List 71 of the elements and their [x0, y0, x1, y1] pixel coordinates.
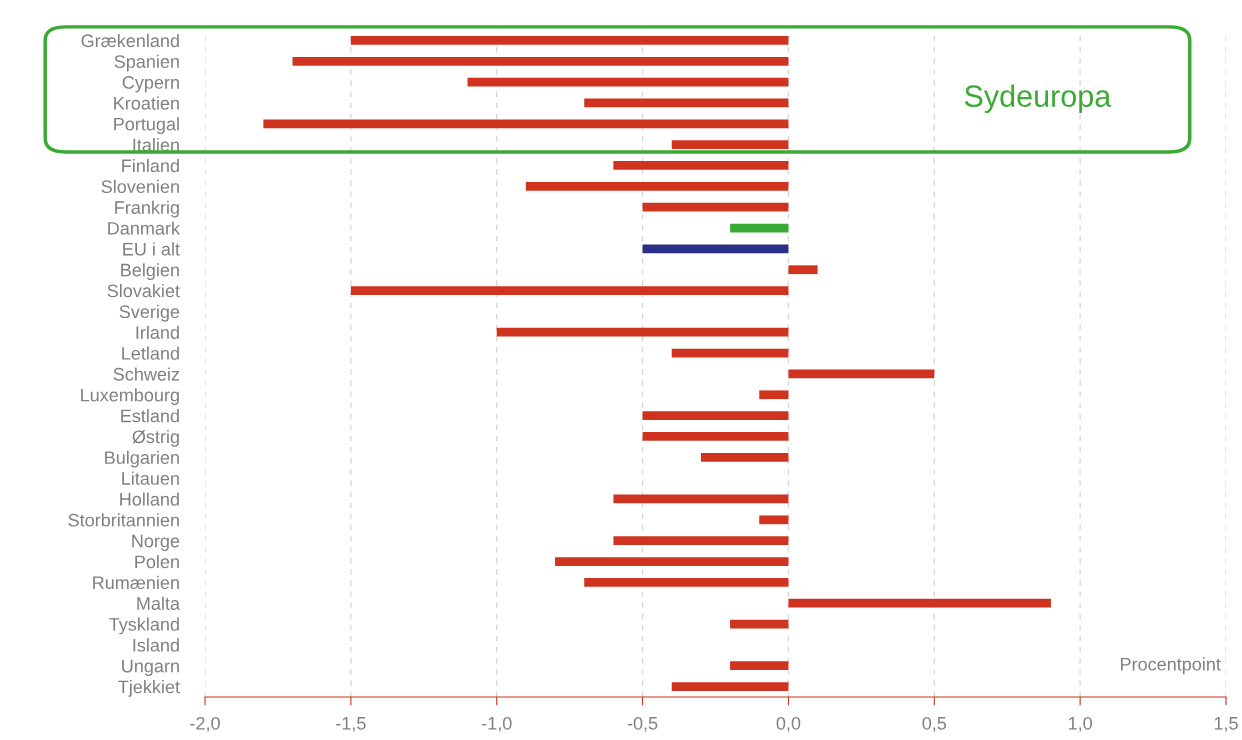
y-tick-label: Litauen	[122, 471, 179, 485]
bar	[555, 557, 789, 566]
x-tick-label: -2,0	[190, 716, 220, 732]
y-tick-label: Slovenien	[101, 179, 179, 194]
bar	[496, 327, 789, 337]
bar	[759, 515, 789, 525]
bar	[584, 577, 789, 587]
y-tick-label: Grækenland	[81, 33, 179, 48]
y-tick-label: Bulgarien	[105, 450, 179, 468]
x-tick-label: -1,0	[481, 716, 512, 732]
x-axis-title: Procentpoint	[1121, 657, 1221, 675]
x-tick-label: 0,5	[922, 716, 947, 732]
bar	[584, 98, 789, 108]
bar	[613, 536, 789, 546]
y-tick-label: Belgien	[121, 263, 179, 280]
x-tick-label: 1,5	[1214, 717, 1238, 732]
bar	[642, 244, 789, 254]
bar	[642, 202, 789, 212]
bar	[700, 452, 789, 462]
y-tick-label: Polen	[135, 554, 179, 569]
y-tick-label: Rumænien	[93, 575, 179, 590]
bar	[730, 223, 789, 233]
x-tick-label: 1,0	[1068, 716, 1092, 732]
annotation: Sydeuropa	[964, 84, 1112, 114]
bar	[467, 77, 789, 87]
y-tick-label: Norge	[132, 534, 180, 551]
y-tick-label: Kroatien	[114, 96, 179, 110]
y-tick-label: Storbritannien	[68, 513, 179, 527]
bar	[788, 369, 935, 379]
bar	[671, 348, 789, 358]
bar	[759, 390, 789, 400]
bar	[730, 661, 789, 671]
y-tick-label: Sverige	[119, 304, 180, 322]
bar	[642, 411, 789, 420]
y-tick-label: Spanien	[114, 54, 179, 72]
y-tick-label: Ungarn	[122, 659, 179, 677]
y-tick-label: Estland	[121, 409, 179, 423]
y-tick-label: Luxembourg	[81, 388, 179, 406]
bar	[263, 119, 789, 129]
y-tick-label: Italien	[133, 138, 179, 152]
bar	[788, 265, 818, 275]
y-tick-label: Letland	[122, 346, 179, 360]
y-tick-label: Finland	[122, 158, 179, 173]
y-tick-label: Malta	[137, 596, 180, 610]
bar	[292, 56, 789, 66]
bar	[613, 161, 789, 170]
y-tick-label: Holland	[120, 492, 179, 506]
bar	[671, 682, 789, 691]
y-tick-label: Schweiz	[113, 367, 180, 381]
y-tick-label: Cypern	[122, 76, 179, 93]
y-tick-label: Danmark	[108, 221, 181, 235]
bar	[350, 36, 789, 45]
y-tick-label: Tyskland	[109, 617, 179, 635]
y-tick-label: Frankrig	[115, 200, 179, 218]
bar	[671, 140, 789, 150]
y-tick-label: Tjekkiet	[118, 680, 180, 697]
bar	[788, 598, 1051, 608]
bar	[642, 432, 789, 441]
bar	[350, 286, 789, 295]
y-tick-label: Slovakiet	[107, 284, 180, 298]
bar	[613, 494, 789, 504]
y-tick-label: Portugal	[114, 117, 179, 135]
y-tick-label: Irland	[136, 325, 179, 339]
bar	[730, 619, 789, 629]
x-tick-label: -0,5	[627, 716, 658, 732]
y-tick-label: Østrig	[132, 429, 179, 447]
y-tick-label: EU i alt	[123, 242, 180, 256]
x-tick-label: 0,0	[776, 716, 801, 732]
y-tick-label: Island	[133, 638, 179, 652]
bar	[525, 181, 789, 191]
x-tick-label: -1,5	[336, 717, 366, 732]
